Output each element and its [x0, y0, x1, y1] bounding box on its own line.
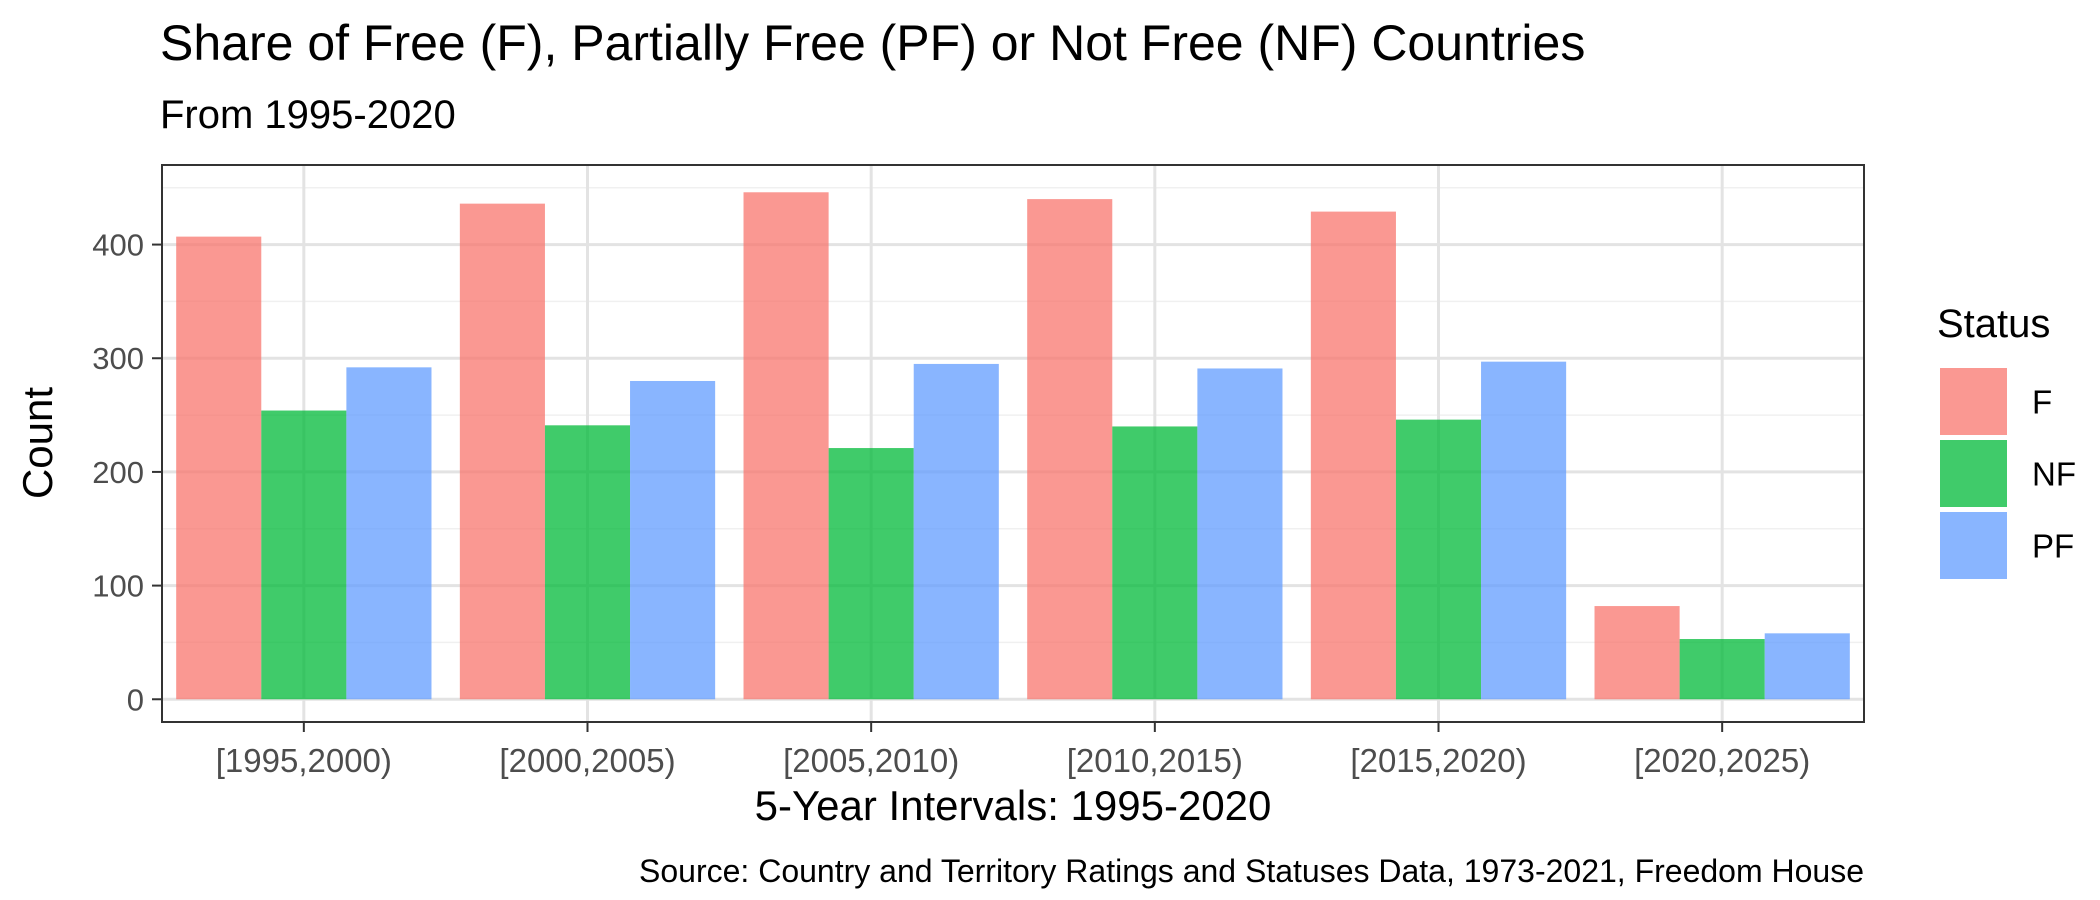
x-tick-label: [2000,2005) — [499, 742, 675, 779]
bar-f-0 — [176, 236, 262, 700]
y-tick-label: 300 — [92, 341, 144, 376]
axes: 0 100 200 300 400 [1995,2000) [2000,2005) [2005… — [92, 228, 1810, 779]
legend-label-f: F — [2032, 384, 2052, 421]
bar-nf-4 — [1395, 419, 1482, 700]
legend-key-pf — [1940, 512, 2007, 579]
bar-nf-2 — [828, 448, 914, 700]
y-axis-label: Count — [14, 387, 61, 499]
bar-f-4 — [1310, 211, 1396, 700]
bars — [176, 192, 1850, 700]
source-caption: Source: Country and Territory Ratings an… — [639, 853, 1864, 889]
bar-nf-3 — [1112, 426, 1198, 700]
legend-label-nf: NF — [2032, 456, 2076, 493]
chart-subtitle: From 1995-2020 — [160, 93, 456, 137]
x-tick-label: [2020,2025) — [1634, 742, 1810, 779]
bar-f-1 — [459, 203, 545, 700]
bar-nf-1 — [544, 425, 631, 700]
x-tick-label: [1995,2000) — [216, 742, 392, 779]
y-tick-label: 200 — [92, 455, 144, 490]
x-tick-label: [2010,2015) — [1067, 742, 1243, 779]
chart-title: Share of Free (F), Partially Free (PF) o… — [160, 15, 1585, 71]
y-tick-label: 0 — [127, 682, 144, 717]
legend-key-nf — [1940, 440, 2007, 507]
bar-f-2 — [743, 192, 829, 700]
plot-border — [161, 164, 1865, 723]
legend: F NF PF — [1940, 368, 2076, 579]
bar-pf-1 — [630, 380, 716, 700]
x-tick-label: [2005,2010) — [783, 742, 959, 779]
bar-pf-0 — [346, 367, 432, 700]
bar-nf-0 — [261, 410, 347, 700]
bar-pf-4 — [1481, 361, 1567, 700]
legend-title: Status — [1937, 302, 2050, 346]
bar-pf-5 — [1764, 633, 1850, 700]
bar-pf-2 — [913, 363, 999, 700]
bar-f-3 — [1027, 199, 1113, 700]
plot-panel — [162, 165, 1864, 722]
y-tick-label: 100 — [92, 569, 144, 604]
x-tick-label: [2015,2020) — [1350, 742, 1526, 779]
bar-nf-5 — [1679, 639, 1765, 700]
legend-label-pf: PF — [2032, 528, 2074, 565]
legend-key-f — [1940, 368, 2007, 435]
x-axis-label: 5-Year Intervals: 1995-2020 — [755, 782, 1272, 829]
bar-f-5 — [1594, 606, 1680, 700]
y-tick-label: 400 — [92, 228, 144, 263]
bar-pf-3 — [1197, 368, 1283, 700]
